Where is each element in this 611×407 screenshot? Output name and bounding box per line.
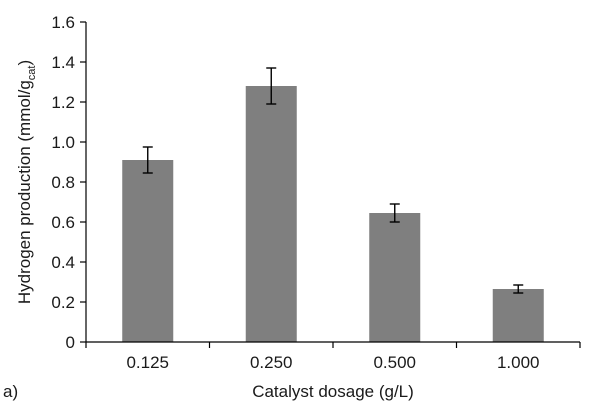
error-bar-0.250 [266,67,277,105]
error-bar-1.000 [513,284,524,294]
x-axis-title: Catalyst dosage (g/L) [252,382,414,401]
y-ticks-group: 0 0.2 0.4 0.6 0.8 1.0 1.2 1.4 1.6 [51,13,86,352]
y-tick-label-1.6: 1.6 [51,13,75,32]
y-tick-label-0: 0 [66,333,75,352]
y-tick-label-1.4: 1.4 [51,53,75,72]
bar-0.500 [369,213,421,342]
y-tick-label-0.8: 0.8 [51,173,75,192]
error-bar-0.500 [389,203,400,223]
x-tick-label-0.500: 0.500 [373,353,416,372]
bar-0.250 [245,86,297,342]
x-ticks-group: 0.125 0.250 0.500 1.000 [85,342,581,372]
y-tick-label-0.4: 0.4 [51,253,75,272]
bars-group [122,86,544,342]
x-tick-label-0.250: 0.250 [250,353,293,372]
panel-label: a) [3,382,18,401]
y-tick-label-0.2: 0.2 [51,293,75,312]
y-tick-label-1.0: 1.0 [51,133,75,152]
bar-1.000 [492,289,544,342]
x-tick-label-0.125: 0.125 [126,353,169,372]
y-tick-label-1.2: 1.2 [51,93,75,112]
bar-0.125 [122,160,174,342]
x-tick-label-1.000: 1.000 [497,353,540,372]
y-tick-label-0.6: 0.6 [51,213,75,232]
error-bars-group [142,67,524,294]
y-axis-title: Hydrogen production (mmol/gcat) [15,60,38,304]
error-bar-0.125 [142,146,153,174]
